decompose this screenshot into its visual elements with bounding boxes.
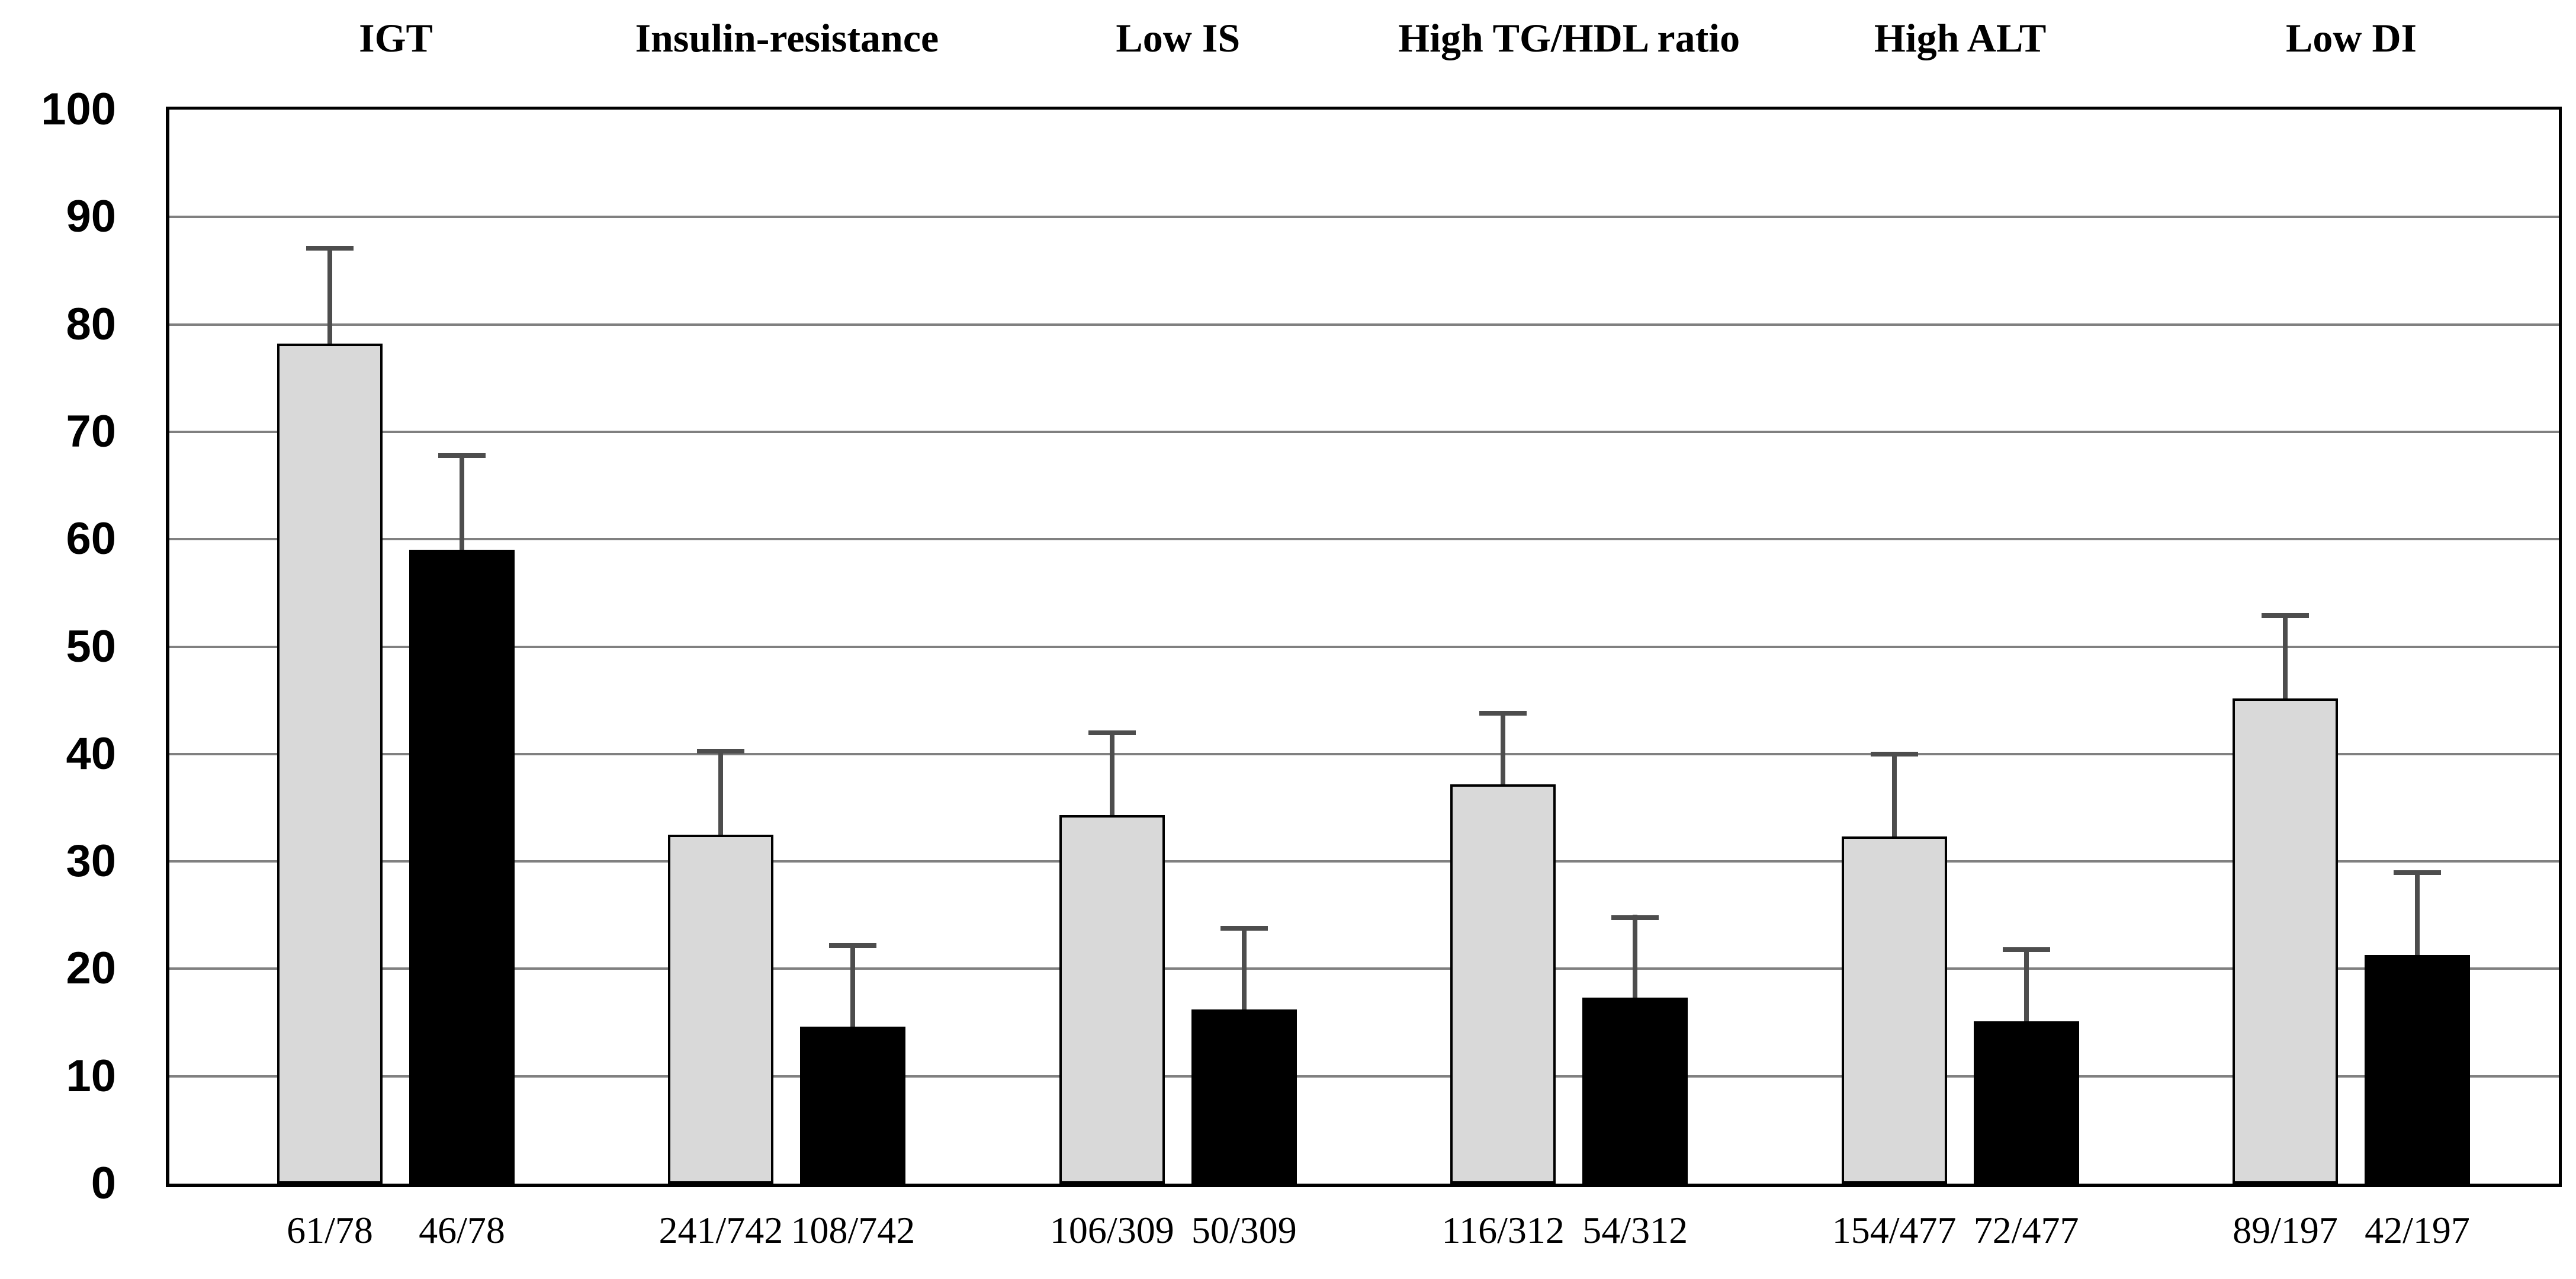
- gridline-y-30: [169, 860, 2559, 863]
- y-axis-tick-label-30: 30: [66, 836, 116, 887]
- gridline-y-90: [169, 216, 2559, 219]
- category-label-3: High TG/HDL ratio: [1398, 15, 1740, 60]
- error-bar-cap-black-bars-0: [438, 453, 486, 458]
- bar-gray-bars-0: [277, 344, 383, 1184]
- error-bar-stem-black-bars-5: [2415, 870, 2420, 955]
- error-bar-stem-black-bars-1: [850, 943, 856, 1027]
- bar-gray-bars-3: [1450, 784, 1556, 1184]
- bar-black-bars-1: [800, 1027, 906, 1184]
- y-axis-tick-label-50: 50: [66, 621, 116, 672]
- error-bar-cap-gray-bars-5: [2262, 613, 2309, 618]
- bar-black-bars-0: [409, 550, 515, 1184]
- fraction-label-black-bars-2: 50/309: [1191, 1209, 1297, 1251]
- gridline-y-60: [169, 538, 2559, 541]
- error-bar-stem-gray-bars-3: [1501, 711, 1506, 784]
- bar-gray-bars-2: [1059, 815, 1165, 1184]
- plot-area: [166, 107, 2562, 1187]
- y-axis-tick-label-0: 0: [91, 1158, 116, 1209]
- error-bar-cap-black-bars-3: [1611, 915, 1659, 920]
- error-bar-stem-black-bars-2: [1241, 926, 1247, 1009]
- y-axis-tick-label-70: 70: [66, 406, 116, 457]
- bar-gray-bars-4: [1841, 836, 1947, 1184]
- category-label-2: Low IS: [1116, 15, 1241, 60]
- y-axis-tick-label-90: 90: [66, 191, 116, 242]
- error-bar-stem-gray-bars-5: [2283, 614, 2288, 698]
- fraction-label-black-bars-5: 42/197: [2365, 1209, 2470, 1251]
- y-axis-tick-label-20: 20: [66, 943, 116, 994]
- fraction-label-black-bars-4: 72/477: [1973, 1209, 2079, 1251]
- bar-gray-bars-1: [668, 835, 774, 1184]
- error-bar-stem-gray-bars-1: [718, 749, 724, 835]
- error-bar-cap-gray-bars-4: [1870, 752, 1918, 756]
- bar-black-bars-5: [2365, 955, 2470, 1184]
- error-bar-stem-black-bars-0: [460, 453, 464, 550]
- error-bar-cap-black-bars-5: [2394, 870, 2441, 875]
- error-bar-cap-gray-bars-0: [306, 246, 354, 251]
- category-label-4: High ALT: [1874, 15, 2047, 60]
- y-axis-tick-label-100: 100: [41, 84, 116, 134]
- gridline-y-40: [169, 752, 2559, 755]
- fraction-label-black-bars-3: 54/312: [1582, 1209, 1688, 1251]
- bar-black-bars-3: [1582, 998, 1688, 1184]
- fraction-label-gray-bars-3: 116/312: [1441, 1209, 1565, 1251]
- fraction-label-black-bars-0: 46/78: [419, 1209, 505, 1251]
- category-label-5: Low DI: [2285, 15, 2417, 60]
- error-bar-cap-gray-bars-3: [1479, 711, 1527, 716]
- bar-black-bars-4: [1973, 1021, 2079, 1184]
- y-axis-tick-label-40: 40: [66, 728, 116, 779]
- fraction-label-gray-bars-2: 106/309: [1049, 1209, 1174, 1251]
- fraction-label-black-bars-1: 108/742: [791, 1209, 916, 1251]
- error-bar-cap-gray-bars-2: [1088, 730, 1136, 735]
- fraction-label-gray-bars-4: 154/477: [1832, 1209, 1957, 1251]
- error-bar-stem-gray-bars-4: [1891, 752, 1897, 836]
- y-axis-tick-label-80: 80: [66, 299, 116, 350]
- category-label-1: Insulin-resistance: [635, 15, 939, 60]
- y-axis-tick-label-10: 10: [66, 1050, 116, 1101]
- error-bar-cap-gray-bars-1: [697, 749, 745, 754]
- y-axis-tick-label-60: 60: [66, 514, 116, 565]
- gridline-y-20: [169, 967, 2559, 970]
- error-bar-cap-black-bars-1: [829, 943, 877, 948]
- error-bar-stem-black-bars-4: [2023, 947, 2029, 1021]
- error-bar-cap-black-bars-4: [2002, 947, 2050, 952]
- gridline-y-80: [169, 323, 2559, 326]
- fraction-label-gray-bars-0: 61/78: [287, 1209, 373, 1251]
- error-bar-stem-gray-bars-0: [327, 246, 332, 344]
- bar-black-bars-2: [1191, 1009, 1297, 1184]
- error-bar-stem-gray-bars-2: [1109, 730, 1114, 815]
- bar-gray-bars-5: [2233, 698, 2338, 1184]
- gridline-y-10: [169, 1075, 2559, 1078]
- gridline-y-70: [169, 430, 2559, 433]
- gridline-y-50: [169, 645, 2559, 648]
- error-bar-cap-black-bars-2: [1220, 926, 1268, 931]
- fraction-label-gray-bars-5: 89/197: [2233, 1209, 2338, 1251]
- fraction-label-gray-bars-1: 241/742: [659, 1209, 783, 1251]
- error-bar-stem-black-bars-3: [1633, 915, 1638, 998]
- category-label-0: IGT: [359, 15, 433, 60]
